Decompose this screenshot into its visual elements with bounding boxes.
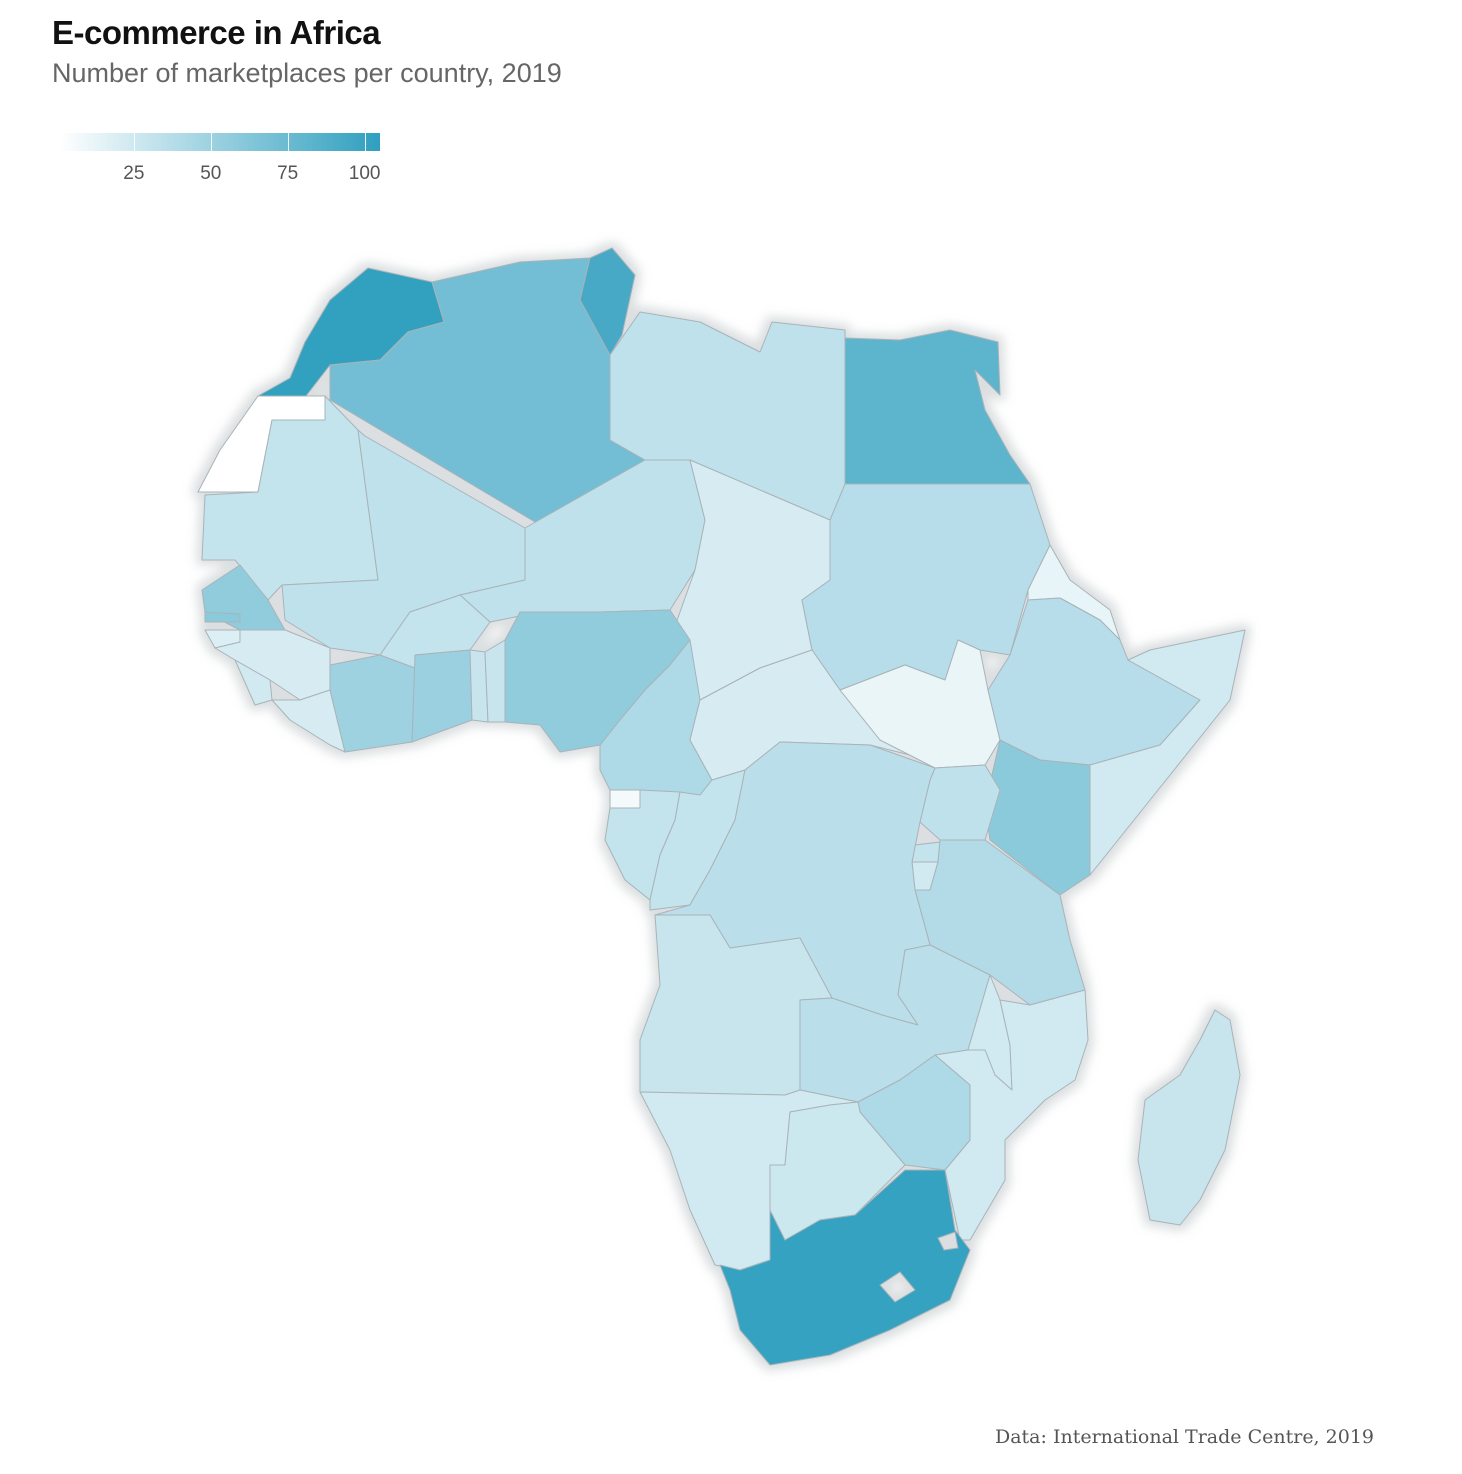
country-equatorial-guinea [609,789,641,809]
legend-tick-mark [287,133,289,151]
legend-tick-mark [364,133,366,151]
country-egypt [844,329,1031,485]
country-tunisia [579,247,636,356]
country-south-africa [719,1169,971,1366]
legend-tick-label: 50 [200,163,222,184]
data-source-caption: Data: International Trade Centre, 2019 [994,1426,1374,1448]
country-rwanda [911,841,941,863]
legend-tick-mark [210,133,212,151]
country-mauritania [201,395,379,601]
color-legend: 25 50 75 100 [60,133,380,193]
legend-tick-label: 25 [123,163,145,184]
country-guinea [214,629,331,701]
legend-tick-label: 75 [277,163,299,184]
country-cote-divoire [329,654,416,753]
country-madagascar [1137,1009,1241,1226]
country-gambia [204,611,241,623]
country-central-african-republic [689,649,931,781]
legend-tick-label: 100 [348,163,381,184]
chart-subtitle: Number of marketplaces per country, 2019 [52,58,562,88]
legend-gradient-bar [60,133,380,151]
chart-title: E-commerce in Africa [52,14,381,51]
country-ghana [411,649,473,743]
legend-tick-mark [133,133,135,151]
